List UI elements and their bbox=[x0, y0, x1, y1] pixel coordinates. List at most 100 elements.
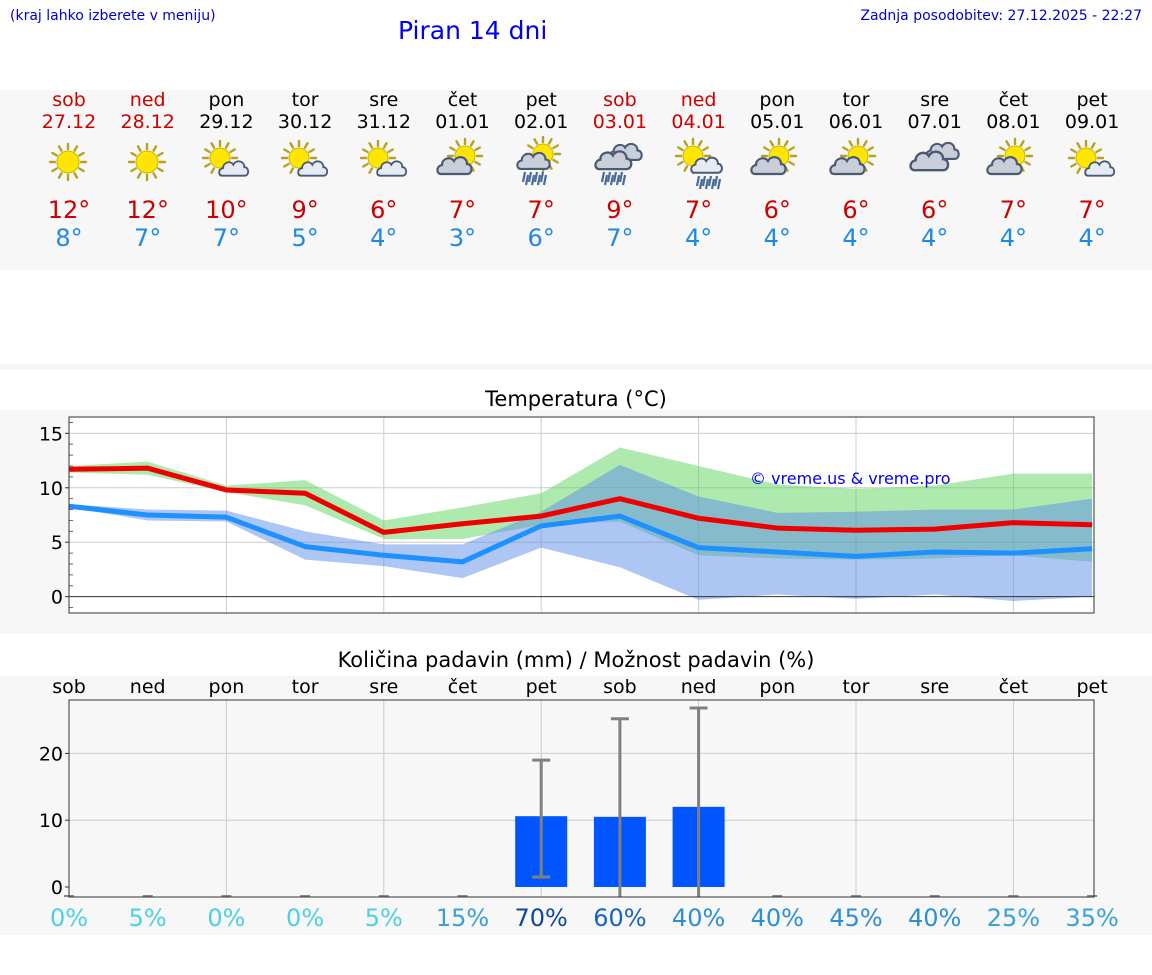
day-date: 06.01 bbox=[828, 111, 884, 133]
day-date: 31.12 bbox=[356, 111, 411, 133]
precipitation-probability: 40% bbox=[671, 904, 726, 932]
location-hint: (kraj lahko izberete v meniju) bbox=[10, 8, 216, 24]
precipitation-probability: 40% bbox=[750, 904, 804, 932]
precipitation-chart: 0 10 20 bbox=[39, 699, 1098, 899]
day-date: 01.01 bbox=[435, 111, 490, 133]
day-date: 07.01 bbox=[907, 111, 962, 133]
x-tick-label: tor bbox=[291, 676, 319, 698]
max-temperature: 7° bbox=[684, 196, 713, 224]
precipitation-probability: 25% bbox=[986, 904, 1041, 932]
max-temperature: 7° bbox=[527, 196, 555, 224]
day-date: 30.12 bbox=[277, 111, 333, 133]
max-temperature: 6° bbox=[763, 196, 791, 224]
temperature-chart-title: Temperatura (°C) bbox=[485, 387, 667, 411]
precipitation-probability: 0% bbox=[207, 904, 246, 932]
precipitation-probability: 0% bbox=[286, 904, 325, 932]
sun-cloud-icon bbox=[280, 139, 329, 177]
x-tick-label: tor bbox=[842, 676, 870, 698]
precipitation-probability: 5% bbox=[364, 904, 403, 932]
x-tick-label: ned bbox=[680, 676, 717, 698]
day-name: ned bbox=[680, 89, 717, 111]
day-name: čet bbox=[998, 89, 1029, 111]
max-temperature-line bbox=[68, 465, 1093, 535]
x-tick-label: pon bbox=[208, 676, 245, 698]
x-tick-label: čet bbox=[998, 676, 1029, 698]
y-tick-label: 20 bbox=[39, 743, 63, 765]
min-temperature: 4° bbox=[763, 224, 791, 252]
x-tick-label: čet bbox=[447, 676, 478, 698]
day-date: 05.01 bbox=[750, 111, 805, 133]
x-tick-label: ned bbox=[129, 676, 166, 698]
precipitation-probability: 70% bbox=[514, 904, 568, 932]
sun-cloud-icon bbox=[202, 139, 250, 177]
day-name: tor bbox=[842, 89, 870, 111]
max-temperature: 6° bbox=[842, 196, 870, 224]
precipitation-probability: 0% bbox=[49, 904, 89, 932]
min-temperature: 7° bbox=[212, 224, 241, 252]
cloud-rain-icon bbox=[594, 142, 643, 186]
day-column: pon 29.12 10° 7° bbox=[187, 89, 265, 252]
min-temperature: 8° bbox=[55, 224, 83, 252]
temperature-chart: 0 5 10 15 © vreme.us & vreme.pro bbox=[39, 416, 1095, 614]
day-column: pet 09.01 7° 4° bbox=[1053, 89, 1131, 252]
day-date: 03.01 bbox=[592, 111, 648, 133]
min-temperature: 4° bbox=[999, 224, 1028, 252]
min-temperature: 6° bbox=[527, 224, 555, 252]
day-date: 28.12 bbox=[120, 111, 175, 133]
separator bbox=[0, 364, 1152, 370]
x-tick-label: sre bbox=[920, 676, 950, 698]
max-temperature: 12° bbox=[126, 196, 169, 224]
cloud-sun-icon bbox=[829, 137, 877, 176]
x-tick-label: pet bbox=[525, 676, 557, 698]
min-range-band bbox=[69, 464, 1093, 602]
precipitation-probability: 35% bbox=[1065, 904, 1119, 932]
cloud-sun-rain-icon bbox=[516, 136, 562, 186]
x-tick-label: sob bbox=[52, 676, 86, 698]
sun-cloud-icon bbox=[1067, 139, 1116, 177]
max-temperature: 9° bbox=[606, 196, 634, 224]
day-name: pet bbox=[525, 89, 557, 111]
day-column: sre 31.12 6° 4° bbox=[345, 89, 423, 252]
x-tick-label: sre bbox=[369, 676, 399, 698]
y-tick-label: 0 bbox=[51, 587, 63, 609]
precipitation-probability: 45% bbox=[829, 904, 883, 932]
day-name: sre bbox=[920, 89, 950, 111]
max-temperature: 7° bbox=[448, 196, 477, 224]
day-name: tor bbox=[291, 89, 319, 111]
max-temperature: 6° bbox=[921, 196, 949, 224]
cloud-icon bbox=[908, 141, 960, 172]
max-temperature: 10° bbox=[205, 196, 248, 224]
max-temperature: 7° bbox=[999, 196, 1028, 224]
day-column: sob 27.12 12° 8° bbox=[30, 89, 108, 252]
max-temperature: 7° bbox=[1078, 196, 1106, 224]
min-temperature: 4° bbox=[684, 224, 713, 252]
day-column: čet 01.01 7° 3° bbox=[424, 89, 502, 252]
sun-icon bbox=[127, 142, 166, 182]
day-date: 04.01 bbox=[671, 111, 726, 133]
day-column: sob 03.01 9° 7° bbox=[581, 89, 659, 252]
day-column: čet 08.01 7° 4° bbox=[974, 89, 1052, 252]
min-temperature-line bbox=[68, 503, 1093, 565]
sun-cloud-rain-icon bbox=[674, 137, 723, 190]
precipitation-chart-title: Količina padavin (mm) / Možnost padavin … bbox=[337, 648, 815, 672]
cloud-sun-icon bbox=[435, 137, 483, 176]
day-date: 09.01 bbox=[1064, 111, 1120, 133]
day-name: sob bbox=[52, 89, 86, 111]
min-temperature: 5° bbox=[291, 224, 319, 252]
plot-frame bbox=[68, 416, 1095, 614]
day-date: 08.01 bbox=[986, 111, 1041, 133]
y-tick-label: 10 bbox=[39, 810, 63, 832]
day-column: ned 28.12 12° 7° bbox=[109, 89, 187, 252]
page-title: Piran 14 dni bbox=[398, 16, 548, 45]
day-name: sre bbox=[369, 89, 399, 111]
sun-cloud-icon bbox=[359, 139, 407, 177]
precipitation-probability: 5% bbox=[128, 904, 167, 932]
min-temperature: 3° bbox=[448, 224, 477, 252]
day-date: 27.12 bbox=[41, 111, 97, 133]
day-column: sre 07.01 6° 4° bbox=[896, 89, 974, 252]
plot-frame bbox=[68, 699, 1095, 898]
day-name: čet bbox=[447, 89, 478, 111]
day-date: 02.01 bbox=[513, 111, 569, 133]
day-name: sob bbox=[603, 89, 637, 111]
max-temperature: 6° bbox=[370, 196, 398, 224]
